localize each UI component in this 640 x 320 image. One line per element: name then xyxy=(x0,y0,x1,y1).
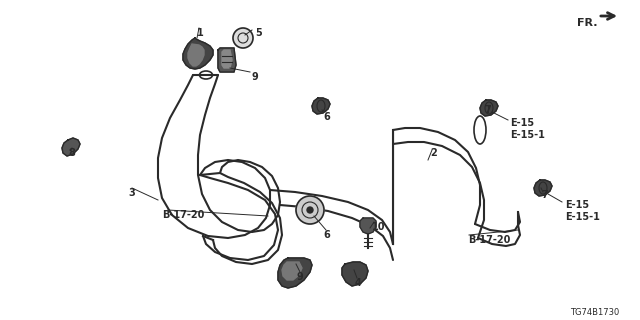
Circle shape xyxy=(296,196,324,224)
Text: FR.: FR. xyxy=(577,18,598,28)
Polygon shape xyxy=(360,218,376,234)
Polygon shape xyxy=(188,44,204,66)
Circle shape xyxy=(233,28,253,48)
Text: 8: 8 xyxy=(68,148,75,158)
Text: B-17-20: B-17-20 xyxy=(468,235,510,245)
Polygon shape xyxy=(480,100,498,116)
Text: 7: 7 xyxy=(541,190,548,200)
Text: 2: 2 xyxy=(430,148,436,158)
Polygon shape xyxy=(218,48,236,72)
Polygon shape xyxy=(183,38,213,69)
Text: 5: 5 xyxy=(255,28,262,38)
Text: 3: 3 xyxy=(128,188,135,198)
Text: 10: 10 xyxy=(372,222,385,232)
Text: E-15
E-15-1: E-15 E-15-1 xyxy=(510,118,545,140)
Polygon shape xyxy=(278,258,312,288)
Text: 6: 6 xyxy=(324,230,330,240)
Text: 7: 7 xyxy=(484,105,492,115)
Polygon shape xyxy=(222,50,232,68)
Text: E-15
E-15-1: E-15 E-15-1 xyxy=(565,200,600,221)
Text: 4: 4 xyxy=(355,278,362,288)
Text: B-17-20: B-17-20 xyxy=(162,210,204,220)
Text: 9: 9 xyxy=(252,72,259,82)
Polygon shape xyxy=(62,138,80,156)
Text: 1: 1 xyxy=(196,28,204,38)
Text: 6: 6 xyxy=(324,112,330,122)
Circle shape xyxy=(307,207,313,213)
Text: 9: 9 xyxy=(296,272,303,282)
Polygon shape xyxy=(534,180,552,196)
Text: TG74B1730: TG74B1730 xyxy=(570,308,620,317)
Polygon shape xyxy=(312,98,330,114)
Polygon shape xyxy=(282,262,302,280)
Polygon shape xyxy=(342,262,368,286)
